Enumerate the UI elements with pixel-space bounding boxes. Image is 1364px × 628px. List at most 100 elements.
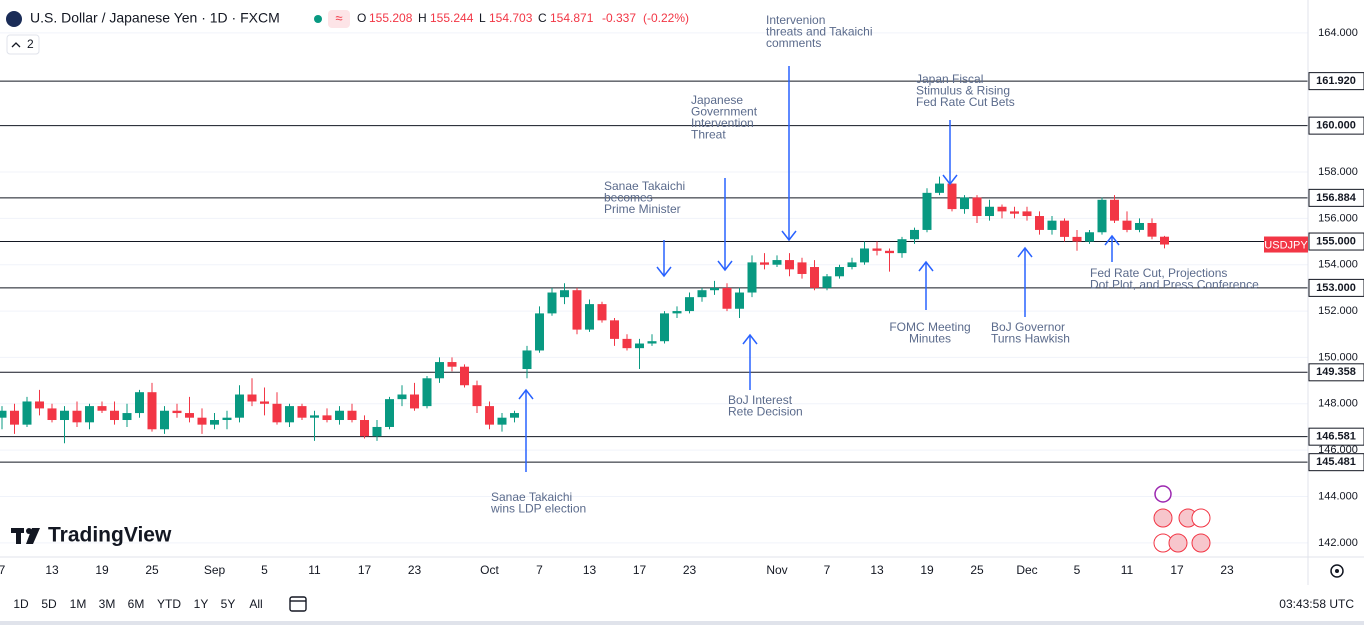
x-tick-label: 7 xyxy=(824,563,831,577)
annotation-text: Sanae Takaichi xyxy=(491,490,572,504)
range-button[interactable]: 6M xyxy=(128,597,145,611)
candle-body xyxy=(60,410,69,421)
candle-body xyxy=(835,267,844,277)
logo xyxy=(11,528,40,544)
annotation-text: comments xyxy=(766,36,821,50)
candle-body xyxy=(760,262,769,265)
candle-body xyxy=(22,401,32,425)
candle-body xyxy=(547,292,557,314)
x-tick-label: 25 xyxy=(145,563,159,577)
candle-body xyxy=(597,304,607,321)
range-button[interactable]: 5D xyxy=(41,597,57,611)
candle-body xyxy=(97,406,107,411)
range-button[interactable]: 3M xyxy=(99,597,116,611)
candle-body xyxy=(985,206,994,217)
x-tick-label: 17 xyxy=(633,563,647,577)
candle-body xyxy=(122,413,132,421)
range-button[interactable]: 5Y xyxy=(221,597,236,611)
change: -0.337 xyxy=(602,11,636,25)
candle-body xyxy=(922,192,932,230)
candle-body xyxy=(147,392,157,430)
news-icons xyxy=(1153,485,1211,553)
indicator-toggle[interactable] xyxy=(6,34,40,55)
level-label: 146.581 xyxy=(1316,431,1356,443)
annotation-text: wins LDP election xyxy=(490,502,586,516)
candle-body xyxy=(647,341,657,344)
settings-button[interactable] xyxy=(1330,564,1344,578)
level-label: 160.000 xyxy=(1316,120,1356,132)
range-button[interactable]: 1M xyxy=(70,597,87,611)
y-tick-label: 150.000 xyxy=(1318,351,1358,363)
candle-body xyxy=(635,343,644,349)
level-label: 149.358 xyxy=(1316,366,1356,378)
level-label-box xyxy=(1308,188,1364,207)
candle-body xyxy=(622,338,632,349)
candle-body xyxy=(672,311,682,314)
candle-body xyxy=(847,262,857,268)
ohlc-key: O xyxy=(357,11,366,25)
candle-body xyxy=(1060,220,1069,237)
level-label: 155.000 xyxy=(1316,235,1356,247)
candle-body xyxy=(322,415,332,421)
arrow-head xyxy=(1104,234,1120,246)
candle-body xyxy=(72,410,82,423)
ohlc-key: L xyxy=(479,11,486,25)
candle-body xyxy=(810,267,819,288)
price-tag-symbol: USDJPY xyxy=(1264,239,1308,251)
arrow-head xyxy=(656,266,672,278)
grid xyxy=(0,32,1308,544)
ohlc-value: 154.703 xyxy=(489,11,533,25)
bottom-toolbar xyxy=(0,585,1364,628)
annotation-text: Fed Rate Cut, Projections xyxy=(1090,266,1227,280)
ohlc-key: H xyxy=(418,11,427,25)
annotation-text: Intervenion xyxy=(766,13,825,27)
data-badge-icon: ≈ xyxy=(335,10,342,25)
annotation-text: Fed Rate Cut Bets xyxy=(916,95,1015,109)
candle-body xyxy=(460,366,469,386)
y-tick-label: 152.000 xyxy=(1318,305,1358,317)
arrow-head xyxy=(742,333,758,345)
candle-body xyxy=(935,183,944,193)
market-status[interactable] xyxy=(314,15,322,23)
arrow-head xyxy=(717,260,733,272)
candle-body xyxy=(997,206,1007,212)
candle-body xyxy=(85,406,94,423)
y-tick-label: 154.000 xyxy=(1318,259,1358,271)
y-tick-label: 148.000 xyxy=(1318,398,1358,410)
range-button[interactable]: YTD xyxy=(157,597,181,611)
date-range-button[interactable] xyxy=(289,596,307,612)
candle-body xyxy=(785,260,794,270)
candle-body xyxy=(372,426,382,437)
candle-body xyxy=(560,290,569,298)
range-button[interactable]: 1Y xyxy=(194,597,209,611)
candle-body xyxy=(497,417,507,425)
candle-body xyxy=(1122,220,1132,230)
annotation-text: Japan Fiscal xyxy=(916,72,983,86)
range-button[interactable]: 1D xyxy=(13,597,29,611)
level-label: 156.884 xyxy=(1316,192,1357,204)
axes: 164.000 158.000 156.000 154.000 152.000 150.0… xyxy=(0,27,1364,577)
candle-body xyxy=(172,410,182,414)
candle-body xyxy=(110,410,119,421)
data-badge[interactable] xyxy=(328,10,350,28)
candle-body xyxy=(10,410,19,425)
candle-body xyxy=(910,229,919,240)
candle-body xyxy=(1072,236,1082,242)
annotation-text: Japanese xyxy=(691,93,743,107)
x-tick-label: 7 xyxy=(0,563,6,577)
candle-body xyxy=(272,403,282,423)
candle-body xyxy=(735,292,744,309)
chart-title: U.S. Dollar / Japanese Yen · 1D · FXCM xyxy=(30,10,280,26)
candle-body xyxy=(210,420,219,425)
chevron xyxy=(11,42,21,48)
ohlc-legend: O 155.208 H 155.244 L 154.703 C 154.871 -0.337 (-… xyxy=(357,11,689,25)
y-tick-label: 156.000 xyxy=(1318,212,1358,224)
candle-body xyxy=(360,420,369,437)
ohlc-key: C xyxy=(538,11,547,25)
annotation-text: Rete Decision xyxy=(728,405,803,419)
annotation-text: Prime Minister xyxy=(604,202,681,216)
candle-body xyxy=(235,394,244,418)
candle-body xyxy=(972,197,982,217)
level-label-box xyxy=(1308,232,1364,251)
range-button[interactable]: All xyxy=(249,597,262,611)
